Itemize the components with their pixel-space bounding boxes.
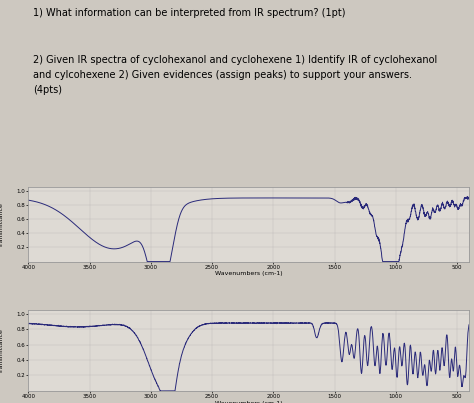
Y-axis label: Transmittance: Transmittance <box>0 328 4 373</box>
X-axis label: Wavenumbers (cm-1): Wavenumbers (cm-1) <box>215 272 283 276</box>
Text: 2) Given IR spectra of cyclohexanol and cyclohexene 1) Identify IR of cyclohexan: 2) Given IR spectra of cyclohexanol and … <box>33 55 437 95</box>
Y-axis label: Transmittance: Transmittance <box>0 202 4 247</box>
X-axis label: Wavenumbers (cm-1): Wavenumbers (cm-1) <box>215 401 283 403</box>
Text: 1) What information can be interpreted from IR spectrum? (1pt): 1) What information can be interpreted f… <box>33 8 346 18</box>
